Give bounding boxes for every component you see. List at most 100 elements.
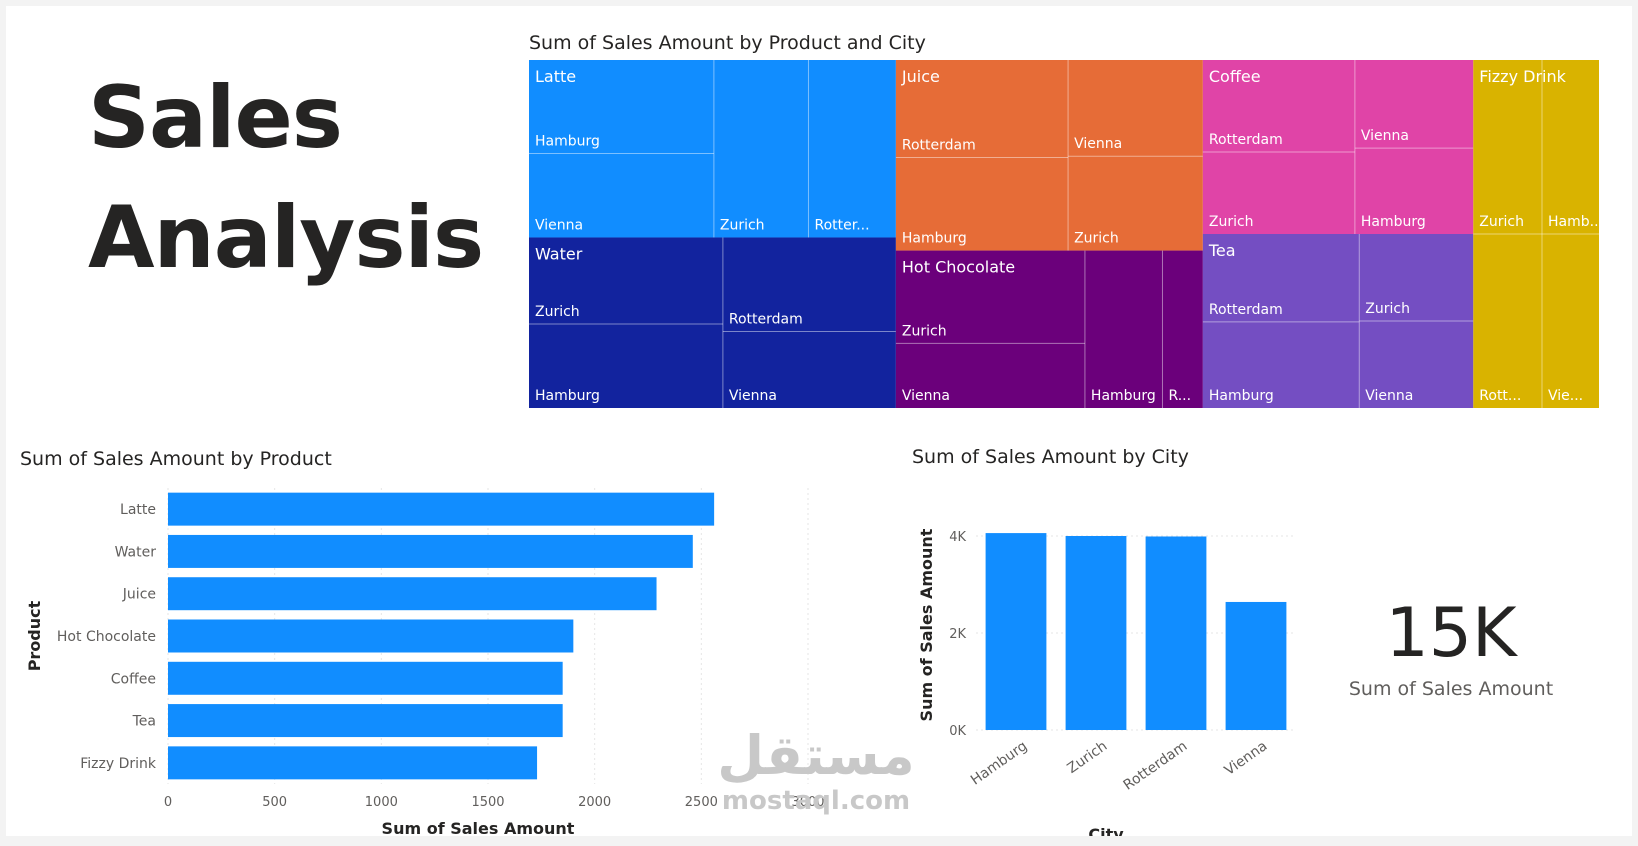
treemap-group-juice[interactable]: Vienna Zurich Rotterdam Hamburg Juice bbox=[895, 60, 1203, 251]
y-tick-label-latte: Latte bbox=[120, 502, 156, 518]
treemap-chart[interactable]: Zurich Rotter... Hamburg Vienna Latte Rotterd… bbox=[529, 60, 1599, 408]
treemap-city-label-coffee-zurich: Zurich bbox=[1209, 214, 1254, 230]
treemap-city-label-fizzy-drink-vie: Vie... bbox=[1548, 388, 1583, 404]
watermark-arabic: مستقل bbox=[717, 724, 915, 787]
treemap-product-label-juice: Juice bbox=[901, 67, 940, 86]
y-axis-title: Product bbox=[25, 600, 44, 671]
treemap-product-label-fizzy-drink: Fizzy Drink bbox=[1479, 67, 1566, 86]
treemap-group-rect[interactable] bbox=[1202, 60, 1474, 234]
treemap-city-label-latte-zurich: Zurich bbox=[720, 217, 765, 233]
treemap-city-label-hot-chocolate-zurich: Zurich bbox=[902, 323, 947, 339]
treemap-group-coffee[interactable]: Vienna Hamburg Rotterdam Zurich Coffee bbox=[1202, 60, 1474, 234]
column-rotterdam[interactable] bbox=[1145, 536, 1207, 730]
kpi-card-label: Sum of Sales Amount bbox=[1348, 678, 1554, 700]
x-tick-label: 1000 bbox=[365, 795, 398, 810]
x-tick-label: 3000 bbox=[791, 795, 824, 810]
y-tick-label-coffee: Coffee bbox=[111, 671, 156, 687]
treemap-group-rect[interactable] bbox=[529, 237, 896, 408]
bar-tea[interactable] bbox=[168, 704, 563, 738]
treemap-city-label-hot-chocolate-r: R... bbox=[1168, 388, 1191, 404]
treemap-city-label-tea-zurich: Zurich bbox=[1365, 301, 1410, 317]
report-title-line-2: Analysis bbox=[88, 188, 484, 288]
treemap-city-label-hot-chocolate-vienna: Vienna bbox=[902, 388, 950, 404]
treemap-city-label-latte-hamburg: Hamburg bbox=[535, 134, 600, 150]
treemap-product-label-hot-chocolate: Hot Chocolate bbox=[902, 258, 1015, 277]
bar-fizzy-drink[interactable] bbox=[168, 746, 538, 780]
y-tick-label-hot-chocolate: Hot Chocolate bbox=[57, 629, 156, 645]
treemap-product-label-tea: Tea bbox=[1208, 241, 1236, 260]
bar-hot-chocolate[interactable] bbox=[168, 619, 574, 653]
treemap-city-label-water-hamburg: Hamburg bbox=[535, 388, 600, 404]
column-hamburg[interactable] bbox=[985, 533, 1047, 730]
product-bar-chart-title: Sum of Sales Amount by Product bbox=[20, 448, 332, 470]
y-tick-label-juice: Juice bbox=[122, 587, 156, 603]
x-axis-title: City bbox=[1088, 825, 1124, 836]
treemap-city-label-fizzy-drink-zurich: Zurich bbox=[1479, 214, 1524, 230]
treemap-group-tea[interactable]: Zurich Vienna Rotterdam Hamburg Tea bbox=[1202, 234, 1474, 408]
city-column-chart-title: Sum of Sales Amount by City bbox=[912, 446, 1189, 468]
treemap-title: Sum of Sales Amount by Product and City bbox=[529, 32, 926, 54]
product-bar-chart[interactable]: 0 500 1000 1500 2000 2500 3000 Latte Water Juice H… bbox=[20, 476, 850, 846]
treemap-product-label-coffee: Coffee bbox=[1209, 67, 1261, 86]
city-column-chart[interactable]: 0K 2K 4K Hamburg Zurich Rotterdam Vienna City Su… bbox=[906, 476, 1306, 836]
y-tick-label: 2K bbox=[949, 627, 966, 642]
treemap-city-label-tea-hamburg: Hamburg bbox=[1209, 388, 1274, 404]
bar-latte[interactable] bbox=[168, 492, 715, 526]
watermark-latin: mostaql.com bbox=[721, 786, 911, 816]
treemap-city-label-coffee-rotterdam: Rotterdam bbox=[1209, 132, 1283, 148]
treemap-group-fizzy-drink[interactable]: Hamb... Vie... Zurich Rott... Fizzy Drink bbox=[1473, 60, 1599, 408]
treemap-group-latte[interactable]: Zurich Rotter... Hamburg Vienna Latte bbox=[529, 60, 896, 238]
treemap-city-label-juice-rotterdam: Rotterdam bbox=[902, 138, 976, 154]
treemap-city-label-tea-vienna: Vienna bbox=[1365, 388, 1413, 404]
x-tick-label-vienna: Vienna bbox=[1222, 738, 1271, 779]
kpi-card-value: 15K bbox=[1385, 594, 1517, 673]
treemap-group-rect[interactable] bbox=[529, 60, 896, 238]
treemap-city-label-latte-rotter: Rotter... bbox=[814, 217, 869, 233]
treemap-group-water[interactable]: Rotterdam Vienna Zurich Hamburg Water bbox=[529, 237, 896, 408]
treemap-city-label-tea-rotterdam: Rotterdam bbox=[1209, 302, 1283, 318]
treemap-city-label-juice-vienna: Vienna bbox=[1074, 136, 1122, 152]
report-title-line-1: Sales bbox=[88, 68, 343, 168]
treemap-group-rect[interactable] bbox=[1473, 60, 1599, 408]
treemap-city-label-coffee-vienna: Vienna bbox=[1361, 128, 1409, 144]
treemap-city-label-latte-vienna: Vienna bbox=[535, 217, 583, 233]
y-axis-title: Sum of Sales Amount bbox=[917, 528, 936, 721]
x-tick-label: 0 bbox=[164, 795, 172, 810]
x-tick-label-hamburg: Hamburg bbox=[968, 738, 1030, 788]
y-tick-label-tea: Tea bbox=[132, 714, 156, 730]
report-title: Sales Analysis bbox=[88, 58, 484, 298]
bar-coffee[interactable] bbox=[168, 661, 563, 695]
watermark: مستقل mostaql.com bbox=[696, 724, 936, 817]
treemap-product-label-latte: Latte bbox=[535, 67, 576, 86]
y-tick-label: 4K bbox=[949, 530, 966, 545]
report-canvas: Sales Analysis Sum of Sales Amount by Pr… bbox=[6, 6, 1632, 838]
bar-water[interactable] bbox=[168, 534, 693, 568]
x-tick-label-zurich: Zurich bbox=[1065, 738, 1111, 777]
x-axis-title: Sum of Sales Amount bbox=[382, 819, 575, 838]
treemap-group-hot-chocolate[interactable]: Hamburg R... Zurich Vienna Hot Chocolate bbox=[895, 250, 1203, 408]
treemap-city-label-coffee-hamburg: Hamburg bbox=[1361, 214, 1426, 230]
bar-juice[interactable] bbox=[168, 577, 657, 611]
treemap-city-label-juice-zurich: Zurich bbox=[1074, 231, 1119, 247]
treemap-group-rect[interactable] bbox=[1202, 234, 1474, 408]
treemap-city-label-hot-chocolate-hamburg: Hamburg bbox=[1091, 388, 1156, 404]
column-vienna[interactable] bbox=[1225, 601, 1287, 730]
column-zurich[interactable] bbox=[1065, 536, 1127, 730]
treemap-city-label-water-vienna: Vienna bbox=[729, 388, 777, 404]
x-tick-label: 2000 bbox=[578, 795, 611, 810]
treemap-city-label-juice-hamburg: Hamburg bbox=[902, 231, 967, 247]
treemap-city-label-water-zurich: Zurich bbox=[535, 304, 580, 320]
treemap-group-rect[interactable] bbox=[895, 250, 1203, 408]
y-tick-label: 0K bbox=[949, 724, 966, 739]
y-tick-label-fizzy-drink: Fizzy Drink bbox=[80, 756, 157, 772]
x-tick-label-rotterdam: Rotterdam bbox=[1121, 738, 1191, 793]
treemap-city-label-water-rotterdam: Rotterdam bbox=[729, 312, 803, 328]
x-tick-label: 2500 bbox=[685, 795, 718, 810]
x-tick-label: 500 bbox=[262, 795, 287, 810]
treemap-city-label-fizzy-drink-hamb: Hamb... bbox=[1548, 214, 1599, 230]
y-tick-label-water: Water bbox=[115, 544, 157, 560]
treemap-group-rect[interactable] bbox=[895, 60, 1203, 251]
treemap-city-label-fizzy-drink-rott: Rott... bbox=[1479, 388, 1521, 404]
x-tick-label: 1500 bbox=[471, 795, 504, 810]
treemap-product-label-water: Water bbox=[535, 244, 583, 263]
